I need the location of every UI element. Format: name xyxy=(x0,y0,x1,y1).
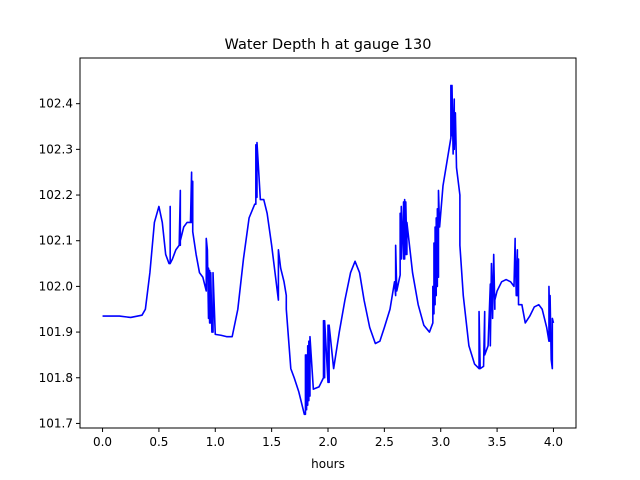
y-tick-label: 101.8 xyxy=(39,371,73,385)
x-tick-label: 3.5 xyxy=(488,435,507,449)
y-tick-label: 102.1 xyxy=(39,234,73,248)
x-tick-label: 2.5 xyxy=(375,435,394,449)
plot-frame xyxy=(79,57,577,429)
x-tick-label: 1.0 xyxy=(206,435,225,449)
y-tick-label: 102.3 xyxy=(39,142,73,156)
x-tick-label: 0.0 xyxy=(93,435,112,449)
plot-area xyxy=(102,84,555,416)
x-axis-label: hours xyxy=(311,457,345,471)
y-tick-label: 102.0 xyxy=(39,279,73,293)
y-tick-label: 101.9 xyxy=(39,325,73,339)
y-tick-label: 102.2 xyxy=(39,188,73,202)
y-tick-label: 102.4 xyxy=(39,97,73,111)
x-tick-label: 2.0 xyxy=(318,435,337,449)
series-line-0 xyxy=(102,84,555,416)
x-tick-label: 4.0 xyxy=(544,435,563,449)
x-tick-label: 0.5 xyxy=(149,435,168,449)
x-tick-label: 1.5 xyxy=(262,435,281,449)
y-axis: 101.7 101.8 101.9 102.0 102.1 102.2 102.3 102.4 xyxy=(39,97,80,430)
chart-title: Water Depth h at gauge 130 xyxy=(225,37,432,53)
y-tick-label: 101.7 xyxy=(39,416,73,430)
x-axis: 0.0 0.5 1.0 1.5 2.0 2.5 3.0 3.5 4.0 xyxy=(93,428,563,449)
x-tick-label: 3.0 xyxy=(431,435,450,449)
